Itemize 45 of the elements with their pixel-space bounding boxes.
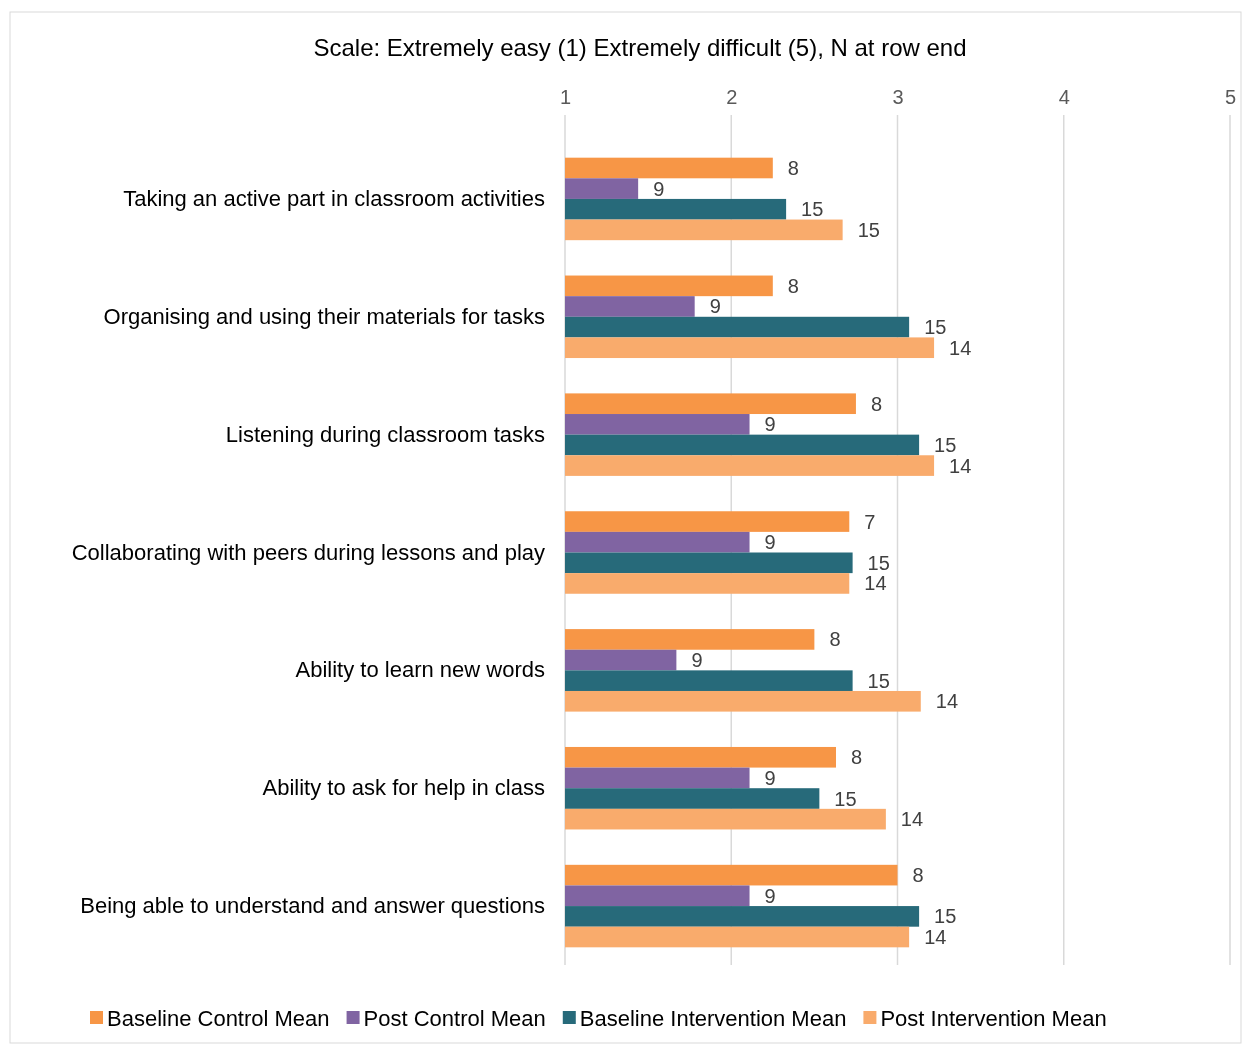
annotation: 15 [834,787,857,810]
x-tick-label: 3 [892,86,904,108]
annotation: 9 [764,884,776,907]
legend-label: Post Control Mean [363,1006,546,1031]
y-tick-label: Organising and using their materials for tasks [103,303,545,329]
annotation: 15 [867,551,890,574]
annotation: 8 [787,274,799,297]
x-tick-label: 2 [726,86,738,108]
x-tick-label: 5 [1224,86,1237,108]
annotation: 14 [924,926,947,949]
annotation: 9 [764,413,776,436]
x-tick-label: 4 [1058,86,1070,108]
annotation: 15 [867,669,890,692]
x-tick-label: 1 [559,86,572,108]
annotation: 15 [924,316,947,339]
chart-title: Scale: Extremely easy (1) Extremely difficult (5), N at row end [313,34,967,61]
annotation: 15 [934,905,957,928]
y-tick-label: Ability to learn new words [295,657,545,683]
annotation: 9 [764,766,776,789]
annotation: 14 [935,690,959,713]
y-tick-label: Being able to understand and answer questions [80,893,545,919]
annotation: 8 [912,864,924,887]
y-tick-label: Listening during classroom tasks [225,421,545,447]
annotation: 15 [934,433,957,456]
annotation: 14 [949,454,972,477]
annotation: 9 [709,295,721,318]
annotation: 14 [949,336,972,359]
annotation: 7 [864,510,876,533]
annotation: 14 [864,572,887,595]
annotation: 9 [764,531,776,554]
annotation: 8 [787,156,799,179]
annotation: 9 [691,649,703,672]
annotation: 15 [801,198,824,221]
annotation: 9 [653,177,665,200]
legend-label: Baseline Control Mean [107,1006,330,1031]
y-tick-label: Ability to ask for help in class [262,775,545,801]
y-tick-label: Taking an active part in classroom activities [123,185,545,211]
legend-label: Baseline Intervention Mean [579,1006,847,1031]
annotation: 8 [850,746,863,769]
annotation: 8 [870,392,883,415]
annotation: 14 [900,808,924,831]
annotation: 8 [829,628,841,651]
annotation: 15 [857,218,880,241]
y-tick-label: Collaborating with peers during lessons and play [71,539,545,565]
legend-label: Post Intervention Mean [880,1006,1107,1031]
